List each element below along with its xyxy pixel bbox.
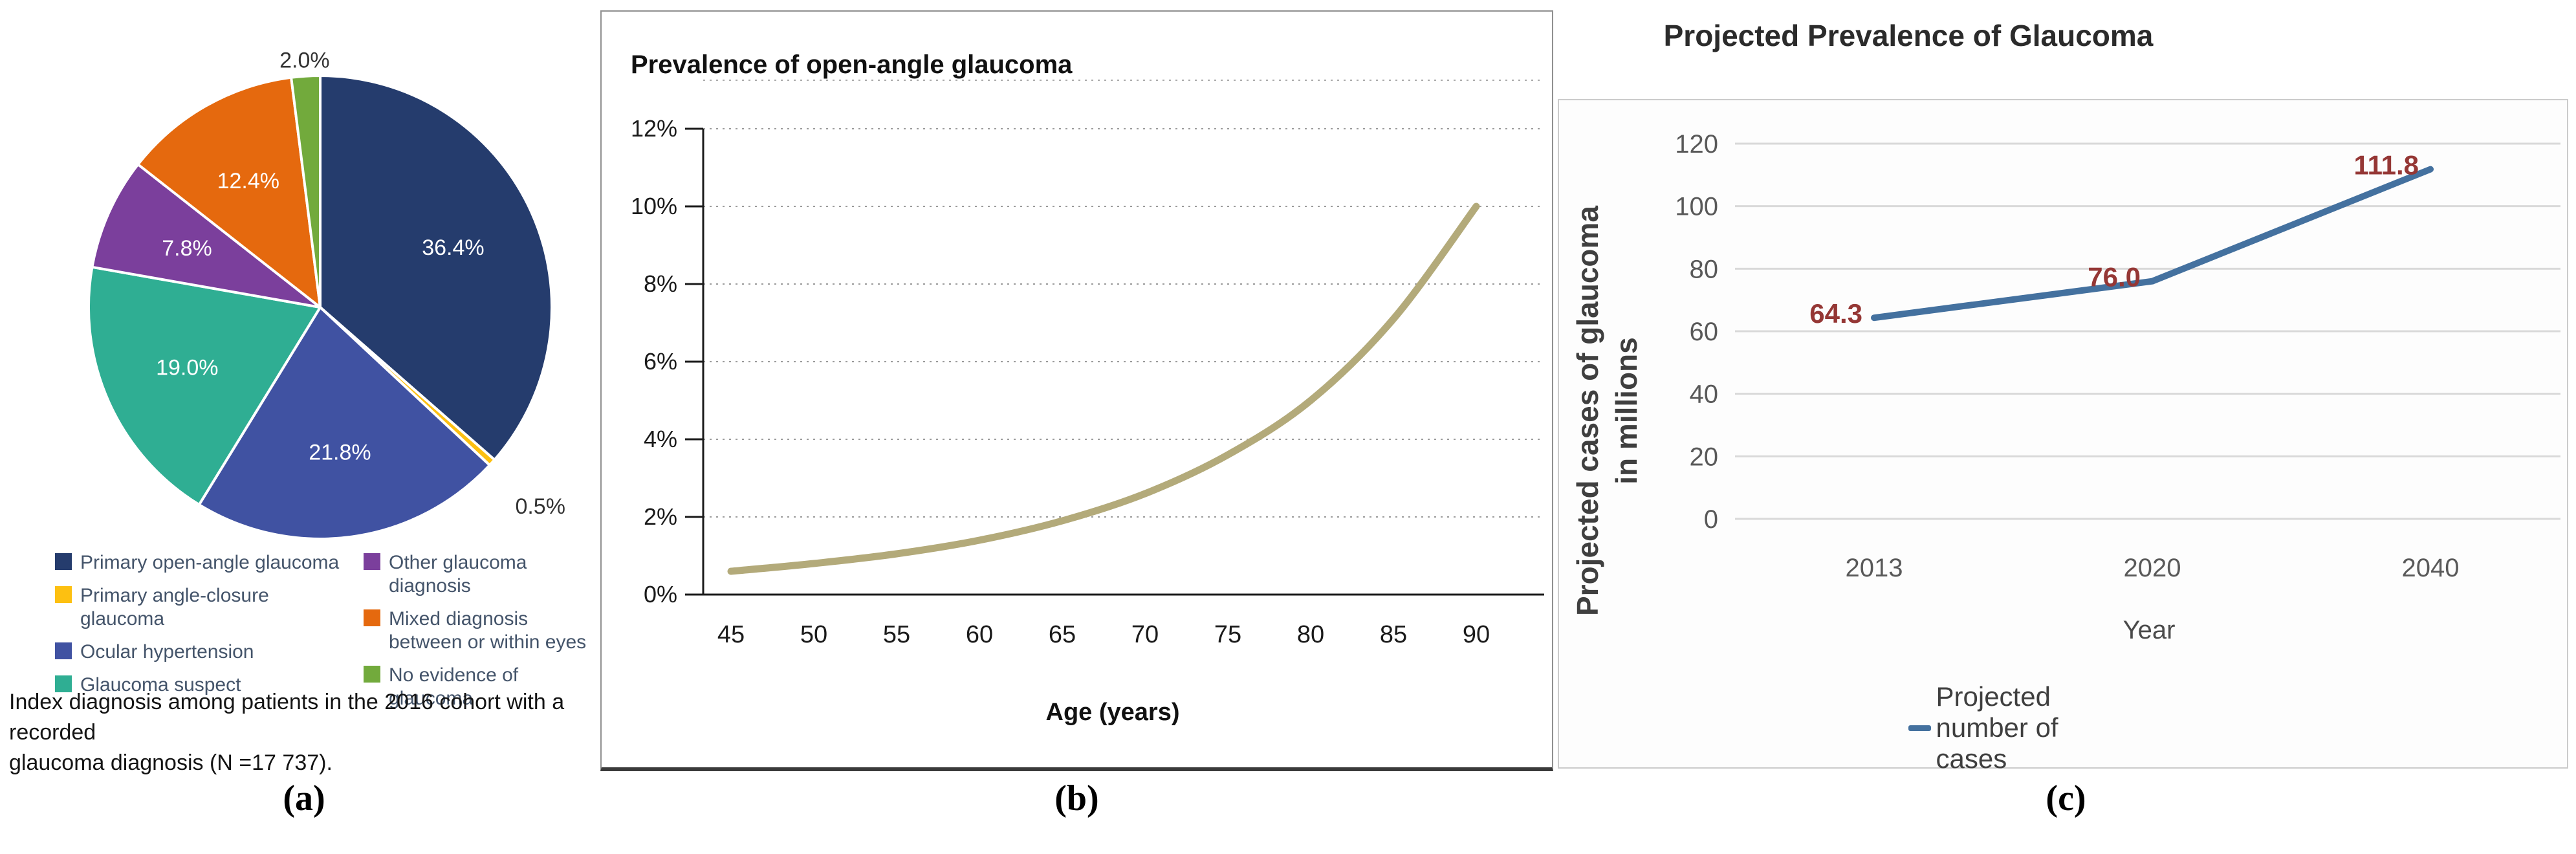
legend-swatch	[55, 675, 72, 692]
projection-chart-frame: 0 20 40 60 80 100 120 2013 2020 2040 Year 64.3 76.0 1…	[1558, 99, 2568, 769]
pie-slice	[87, 265, 322, 507]
y-tick-label: 2%	[644, 503, 677, 530]
panel-b-letter: (b)	[1054, 778, 1099, 818]
x-tick-label: 70	[1131, 621, 1159, 648]
legend-item-label: Glaucoma suspect	[80, 674, 241, 695]
pie-slice-label: 12.4%	[217, 169, 279, 193]
pie-slice-label: 0.5%	[515, 494, 565, 519]
y-tick-label: 80	[1690, 255, 1719, 283]
projection-y-axis-title: Projected cases of glaucoma in millions	[1568, 120, 1655, 702]
prevalence-chart-plot: 0% 2% 4% 6% 8% 10% 12% 45 50 55 60 65 70 75 80 85 90 Age …	[631, 80, 1544, 726]
x-tick-label: 2040	[2402, 554, 2460, 582]
projection-y-axis-title-line-1: Projected cases of glaucoma	[1571, 205, 1604, 617]
x-tick-label: 85	[1380, 621, 1407, 648]
x-tick-label: 50	[800, 621, 827, 648]
legend-item: Mixed diagnosis between or within eyes	[364, 608, 596, 654]
x-tick-label: 60	[966, 621, 993, 648]
legend-item: Other glaucoma diagnosis	[364, 551, 596, 598]
y-tick-label: 60	[1690, 318, 1719, 346]
legend-swatch	[55, 642, 72, 659]
y-tick-label: 120	[1675, 130, 1718, 159]
pie-slice-label: 7.8%	[162, 236, 212, 261]
pie-slice-label: 36.4%	[422, 235, 484, 260]
x-axis-title: Year	[2123, 616, 2176, 644]
legend-item-label: Ocular hypertension	[80, 641, 254, 662]
pie-slice	[91, 163, 322, 309]
x-axis-title: Age (years)	[1046, 699, 1180, 726]
y-tick-label: 100	[1675, 193, 1718, 221]
data-point-label: 64.3	[1809, 298, 1862, 329]
legend-item-label: Mixed diagnosis between or within eyes	[389, 608, 587, 653]
pie-slice	[290, 74, 322, 309]
projection-chart-title: Projected Prevalence of Glaucoma	[1663, 19, 2154, 52]
x-tick-label: 55	[883, 621, 910, 648]
x-tick-label: 2020	[2124, 554, 2181, 582]
projection-y-axis-title-line-2: in millions	[1610, 337, 1643, 485]
pie-legend-column-1: Primary open-angle glaucoma Primary angle…	[55, 551, 340, 706]
legend-item: Ocular hypertension	[55, 640, 340, 664]
prevalence-chart-frame: Prevalence of open-angle glaucoma 0% 2% 4%…	[600, 10, 1553, 771]
x-tick-label: 2013	[1846, 554, 1903, 582]
y-tick-label: 0	[1704, 505, 1718, 534]
legend-swatch	[55, 553, 72, 570]
legend-item-label: No evidence of glaucoma	[389, 664, 519, 709]
y-tick-label: 20	[1690, 443, 1719, 471]
legend-swatch	[364, 553, 380, 570]
pie-caption-line-1: Index diagnosis among patients in the 20…	[9, 690, 565, 745]
pie-slice	[197, 306, 491, 540]
y-tick-label: 6%	[644, 348, 677, 375]
projection-legend: Projected number of cases	[1908, 681, 2079, 774]
pie-chart: 36.4% 0.5% 21.8% 19.0% 7.8% 12.4% 2.0%	[87, 49, 565, 540]
legend-item-label: Other glaucoma diagnosis	[389, 552, 527, 597]
pie-legend-column-2: Other glaucoma diagnosis Mixed diagnosis …	[364, 551, 596, 720]
legend-swatch	[364, 666, 380, 683]
legend-item: Primary open-angle glaucoma	[55, 551, 340, 575]
y-tick-label: 0%	[644, 581, 677, 608]
pie-slice	[136, 76, 322, 309]
y-tick-label: 12%	[631, 115, 677, 142]
prevalence-chart-title: Prevalence of open-angle glaucoma	[631, 50, 1073, 79]
legend-item: Glaucoma suspect	[55, 673, 340, 697]
x-tick-label: 65	[1049, 621, 1076, 648]
pie-slice-label: 2.0%	[279, 49, 330, 73]
pie-caption: Index diagnosis among patients in the 20…	[9, 687, 591, 778]
x-tick-label: 90	[1463, 621, 1490, 648]
x-tick-label: 75	[1214, 621, 1241, 648]
legend-item-label: Primary open-angle glaucoma	[80, 552, 340, 573]
x-tick-label: 80	[1297, 621, 1324, 648]
data-point-label: 111.8	[2354, 150, 2419, 181]
y-tick-label: 4%	[644, 426, 677, 452]
pie-caption-line-2: glaucoma diagnosis (N =17 737).	[9, 750, 333, 775]
pie-slice-label: 19.0%	[156, 356, 218, 380]
legend-item-label: Primary angle-closure glaucoma	[80, 585, 269, 630]
panel-c-letter: (c)	[2046, 778, 2086, 818]
y-tick-label: 10%	[631, 193, 677, 219]
prevalence-curve	[727, 203, 1480, 575]
projected-cases-line	[1871, 166, 2434, 322]
pie-slice	[319, 74, 554, 461]
legend-item: Primary angle-closure glaucoma	[55, 584, 340, 631]
legend-line-marker	[1908, 725, 1931, 731]
pie-slice-label: 21.8%	[309, 441, 371, 465]
legend-swatch	[364, 609, 380, 626]
legend-item: No evidence of glaucoma	[364, 664, 596, 710]
legend-series-label: Projected number of cases	[1936, 681, 2058, 774]
y-tick-label: 8%	[644, 270, 677, 297]
data-point-label: 76.0	[2088, 262, 2141, 292]
panel-a-letter: (a)	[283, 778, 325, 818]
legend-swatch	[55, 586, 72, 603]
y-tick-label: 40	[1690, 380, 1719, 409]
x-tick-label: 45	[717, 621, 745, 648]
